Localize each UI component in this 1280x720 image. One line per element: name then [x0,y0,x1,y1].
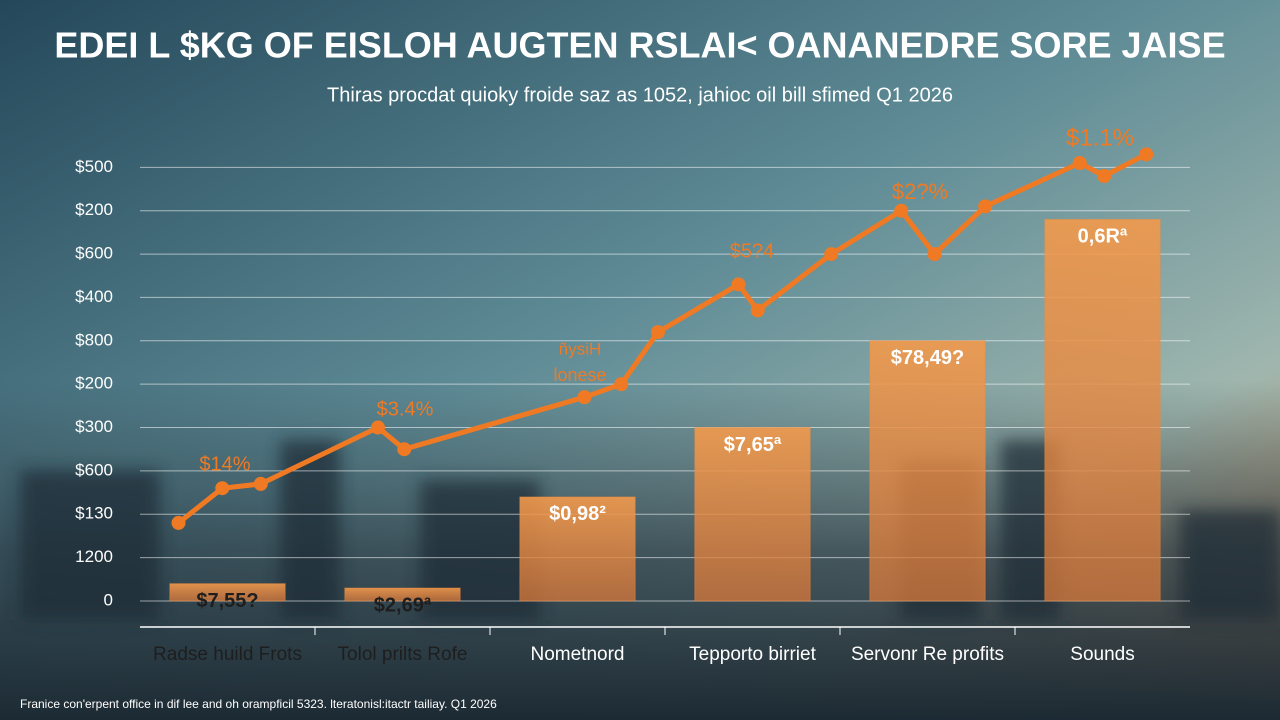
bar-label: $7,65ª [724,434,782,456]
line-point [614,377,629,392]
x-tick-label: Sounds [1070,644,1134,665]
x-tick-label: Servonr Re profits [851,644,1004,665]
line-annotation: lonese [553,365,606,385]
bar [344,587,461,602]
bar [1044,218,1161,602]
line-point [577,390,592,405]
line-annotation: ñysiH [559,339,602,358]
line-point [894,203,909,218]
line-annotation: $1.1% [1066,124,1134,151]
line-point [171,515,186,530]
bar-label: $0,98² [549,503,606,525]
y-tick-label: $130 [75,504,113,523]
y-tick-label: $200 [75,200,113,219]
line-point [927,247,942,262]
line-annotation: $3.4% [377,398,434,420]
y-tick-label: $800 [75,330,113,349]
y-tick-label: $200 [75,374,113,393]
line-point [1139,147,1154,162]
chart-subtitle: Thiras procdat quioky froide saz as 1052… [327,84,953,106]
bar [869,340,986,602]
y-tick-label: $400 [75,287,113,306]
bar [694,427,811,602]
x-tick-label: Tolol prilts Rofe [338,644,468,665]
bar [169,583,286,602]
line-point [824,247,839,262]
footnote: Franice con'erpent office in dif lee and… [20,697,497,711]
bar-label: 0,6Rª [1078,226,1128,248]
line-point [215,481,230,496]
line-point [1097,169,1112,184]
line-annotation: $14% [199,453,250,475]
line-point [253,476,268,491]
y-tick-label: $300 [75,417,113,436]
line-point [371,420,385,435]
bar [519,496,636,602]
bar-label: $7,55? [196,590,258,612]
plot-area: 0 1200 $130 $600 $300 $200 $800 $400 $600 $200 $50… [75,124,1190,665]
bar-label: $78,49? [891,347,964,369]
y-tick-label: 0 [104,590,113,609]
line-point [397,442,412,457]
x-tick-label: Tepporto birriet [689,644,816,665]
line-point [651,325,665,340]
bar-label: $2,69ª [374,594,432,616]
line-point [750,303,765,318]
line-point [731,277,746,292]
line-point [1072,156,1087,171]
y-tick-label: $600 [75,244,113,263]
y-tick-label: 1200 [75,547,113,566]
x-tick-label: Nometnord [531,644,625,665]
x-tick-label: Radse huild Frots [153,644,302,665]
line-point [978,199,993,214]
y-tick-label: $600 [75,460,113,479]
y-tick-label: $500 [75,157,113,176]
line-annotation: $5?4 [730,240,775,262]
line-annotation: $2?% [892,179,948,204]
chart-title: EDEI L $KG OF EISLOH AUGTEN RSLAI< OANAN… [54,25,1225,66]
